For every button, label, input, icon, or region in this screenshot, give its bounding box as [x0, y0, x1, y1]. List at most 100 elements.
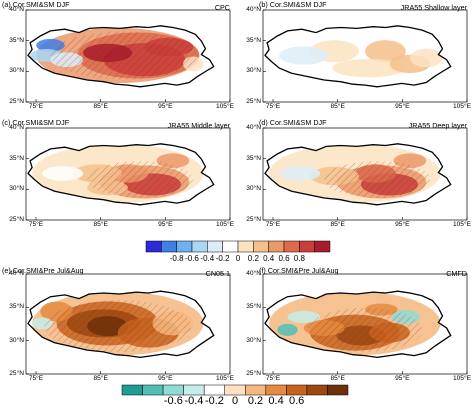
y-tick-label: 25°N	[246, 370, 261, 377]
colorbar-1-swatches	[145, 240, 331, 253]
colorbar-swatch	[142, 384, 164, 396]
plateau-boundary	[27, 143, 215, 206]
map-c	[25, 127, 231, 221]
significance-hatching	[324, 160, 431, 198]
colorbar-2-labels: -0.6 -0.4 -0.2 0 0.2 0.4 0.6	[0, 395, 474, 408]
colorbar-tick-label: 0.8	[293, 254, 305, 263]
panel-a: (a) Cor.SMI&SM DJF CPC 40°N 35°N 30°N 25°N 7…	[0, 0, 237, 112]
colorbar-swatch	[327, 384, 349, 396]
map-frame	[262, 127, 468, 221]
colorbar-tick-label: 0	[231, 395, 239, 407]
map-d	[262, 127, 468, 221]
x-tick-label: 95°E	[158, 375, 173, 382]
x-tick-label: 85°E	[330, 103, 345, 110]
panel-c-source: JRA55 Middle layer	[167, 121, 230, 130]
field-patch	[409, 48, 443, 68]
panel-d-title: (d) Cor.SMI&SM DJF	[259, 118, 327, 127]
y-tick-label: 30°N	[9, 185, 24, 193]
x-tick-label: 95°E	[158, 221, 173, 228]
x-tick-label: 75°E	[265, 221, 281, 228]
x-tick-label: 85°E	[93, 103, 108, 110]
y-tick-label: 40°N	[9, 6, 24, 13]
y-tick-label: 35°N	[9, 36, 24, 44]
x-tick-label: 85°E	[93, 221, 108, 228]
colorbar-tick-label: -0.4	[184, 395, 204, 407]
panel-b-title: (b) Cor.SMI&SM DJF	[259, 0, 327, 9]
x-tick-label: 105°E	[215, 375, 235, 382]
y-tick-label: 35°N	[246, 36, 261, 44]
colorbar-swatch	[253, 240, 269, 253]
colorbar-1-labels: -0.8 -0.6 -0.4 -0.2 0 0.2 0.4 0.6 0.8	[0, 254, 474, 264]
x-tick-label: 95°E	[158, 103, 173, 110]
y-tick-label: 40°N	[9, 124, 24, 131]
x-tick-label: 75°E	[28, 375, 44, 382]
plateau-boundary	[27, 290, 215, 359]
colorbar-swatch	[145, 240, 162, 253]
x-tick-label: 75°E	[28, 103, 44, 110]
y-tick-label: 30°N	[246, 336, 261, 344]
panel-f: (f) Cor.SMI&Pre Jul&Aug CMFD 40°N 35°N 30°…	[237, 264, 474, 384]
map-f	[262, 273, 468, 375]
x-tick-label: 95°E	[395, 221, 410, 228]
map-frame	[262, 9, 468, 103]
colorbar-swatch	[121, 384, 143, 396]
colorbar-swatch	[222, 240, 239, 253]
panel-b: (b) Cor.SMI&SM DJF JRA55 Shallow layer 4…	[237, 0, 474, 112]
plateau-boundary	[264, 25, 452, 88]
colorbar-swatch	[161, 240, 177, 253]
field-patch	[279, 166, 321, 181]
x-tick-label: 85°E	[330, 221, 345, 228]
colorbar-swatch	[237, 240, 254, 253]
x-tick-label: 95°E	[395, 103, 410, 110]
significance-hatching	[87, 160, 194, 198]
y-tick-label: 25°N	[246, 98, 261, 105]
colorbar-swatch	[286, 384, 308, 396]
colorbar-swatch	[314, 240, 331, 253]
y-tick-label: 35°N	[9, 303, 24, 311]
colorbar-tick-label: 0	[235, 254, 241, 263]
colorbar-swatch	[183, 384, 205, 396]
colorbar-swatch	[299, 240, 315, 253]
map-e	[25, 273, 231, 375]
y-tick-label: 35°N	[9, 154, 24, 162]
field-patch	[42, 166, 84, 181]
x-tick-label: 105°E	[452, 103, 472, 110]
significance-hatching	[44, 300, 192, 353]
map-field-c	[28, 143, 214, 205]
plateau-boundary	[264, 290, 452, 359]
panel-b-source: JRA55 Shallow layer	[400, 3, 467, 12]
field-patch	[332, 58, 406, 78]
panel-d-source: JRA55 Deep layer	[408, 121, 467, 130]
x-tick-label: 85°E	[330, 375, 345, 382]
y-tick-label: 40°N	[246, 6, 261, 13]
colorbar-tick-label: 0.6	[288, 395, 305, 407]
colorbar-tick-label: -0.8	[169, 254, 184, 263]
y-tick-label: 30°N	[246, 185, 261, 193]
colorbar-2-swatches	[121, 384, 349, 396]
map-field-e	[28, 291, 214, 358]
map-field-d	[265, 143, 451, 205]
colorbar-swatch	[176, 240, 193, 253]
colorbar-swatch	[268, 240, 285, 253]
plateau-boundary	[264, 143, 452, 206]
field-patch	[365, 40, 406, 63]
colorbar-tick-label: 0.6	[278, 254, 290, 263]
colorbar-tick-label: -0.2	[215, 254, 230, 263]
x-tick-label: 75°E	[28, 221, 44, 228]
x-tick-label: 75°E	[265, 375, 281, 382]
map-field-f	[265, 291, 451, 358]
y-tick-label: 25°N	[9, 216, 24, 223]
colorbar-tick-label: -0.6	[185, 254, 199, 263]
y-tick-label: 40°N	[246, 124, 261, 131]
panel-e: (e) Cor.SMI&Pre Jul&Aug CN05.1 40°N 35°N 3…	[0, 264, 237, 384]
plateau-boundary	[27, 25, 215, 88]
y-tick-label: 30°N	[9, 336, 24, 344]
x-tick-label: 105°E	[452, 221, 472, 228]
map-field-a	[28, 25, 214, 87]
panel-f-title: (f) Cor.SMI&Pre Jul&Aug	[259, 266, 339, 275]
colorbar-tick-label: -0.4	[200, 254, 215, 263]
significance-hatching	[307, 307, 423, 352]
panel-a-source: CPC	[214, 3, 230, 12]
panel-c: (c) Cor.SMI&SM DJF JRA55 Middle layer 40…	[0, 118, 237, 230]
y-tick-label: 25°N	[9, 370, 24, 377]
